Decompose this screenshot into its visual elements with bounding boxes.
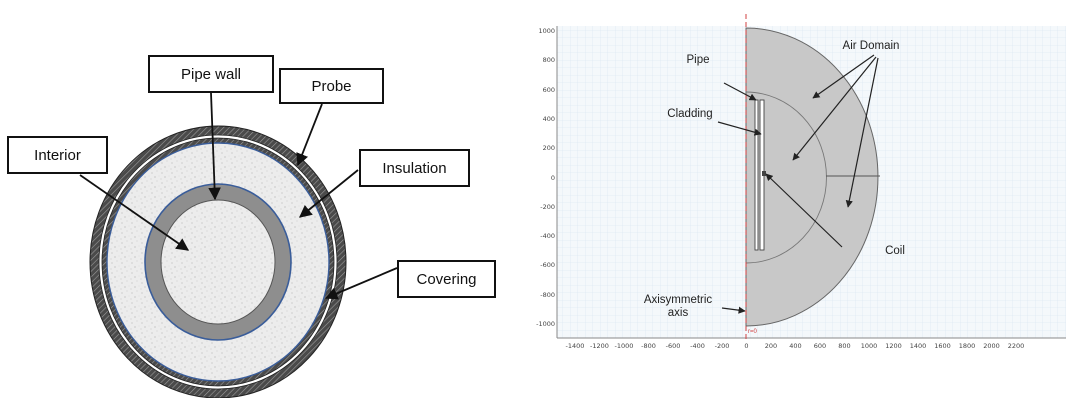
y-tick-label: -400 <box>540 232 555 241</box>
arrow-pipe-wall <box>208 92 221 201</box>
label-interior: Interior <box>7 136 108 174</box>
x-tick-label: 200 <box>764 342 778 350</box>
arrow-air-domain-3 <box>845 57 879 208</box>
x-tick-label: 1400 <box>909 342 927 350</box>
x-tick-label: -1200 <box>590 342 609 350</box>
inner-domain-boundary <box>745 91 827 264</box>
x-tick-label: 0 <box>744 342 749 350</box>
label-air-domain: Air Domain <box>842 40 900 52</box>
x-tick-label: -800 <box>641 342 656 350</box>
y-tick-label: 400 <box>542 114 555 123</box>
arrow-interior <box>79 174 190 251</box>
right-arrows <box>717 54 879 314</box>
x-tick-label: 1600 <box>934 342 951 350</box>
label-cladding: Cladding <box>667 108 713 120</box>
label-pipe-wall: Pipe wall <box>148 55 274 93</box>
label-coil: Coil <box>885 245 905 257</box>
label-insulation: Insulation <box>359 149 470 187</box>
x-tick-label: 1000 <box>860 342 878 350</box>
x-tick-label: 400 <box>789 342 802 350</box>
air-domain-region <box>745 27 879 327</box>
x-tick-label: -1400 <box>565 342 585 350</box>
y-tick-label: 0 <box>550 173 555 182</box>
left-arrows <box>79 92 398 300</box>
pipe-strip <box>754 99 759 251</box>
origin-marker: r=0 <box>748 329 757 335</box>
y-tick-label: -600 <box>540 261 555 270</box>
pipe-interior <box>160 199 276 325</box>
pipe-cross-section <box>89 125 347 398</box>
label-axis: Axisymmetric axis <box>634 294 722 320</box>
coil-element <box>762 171 766 176</box>
y-tick-label: 800 <box>542 56 555 65</box>
y-tick-label: -800 <box>540 290 555 299</box>
x-tick-label: 1200 <box>885 342 902 350</box>
arrow-insulation <box>299 169 359 218</box>
y-tick-label: -1000 <box>536 320 555 328</box>
y-tick-label: 1000 <box>538 27 555 35</box>
plot-area <box>556 14 1066 340</box>
arrow-axis <box>721 306 746 314</box>
label-probe: Probe <box>279 68 384 104</box>
x-tick-label: 1800 <box>958 342 976 350</box>
x-tick-label: 2200 <box>1007 342 1025 350</box>
x-tick-label: 800 <box>838 342 851 350</box>
label-axis-line2: axis <box>667 307 689 319</box>
x-tick-label: -400 <box>690 342 705 350</box>
x-tick-label: 2000 <box>983 342 1000 350</box>
x-tick-label: -600 <box>665 342 681 350</box>
arrow-probe <box>296 103 323 167</box>
arrow-covering <box>324 267 398 300</box>
x-tick-label: -1000 <box>614 342 634 350</box>
arrow-air-domain-1 <box>812 54 875 99</box>
arrow-air-domain-2 <box>792 56 877 161</box>
x-tick-label: 600 <box>813 342 827 350</box>
label-pipe: Pipe <box>686 54 710 66</box>
label-axis-line1: Axisymmetric <box>643 294 713 306</box>
arrow-coil <box>765 173 843 248</box>
label-covering: Covering <box>397 260 496 298</box>
y-tick-label: 600 <box>542 85 555 94</box>
y-tick-label: 200 <box>542 144 555 153</box>
arrow-cladding <box>717 121 762 136</box>
x-tick-label: -200 <box>714 342 730 350</box>
arrow-pipe <box>723 82 757 101</box>
y-tick-label: -200 <box>540 202 555 211</box>
